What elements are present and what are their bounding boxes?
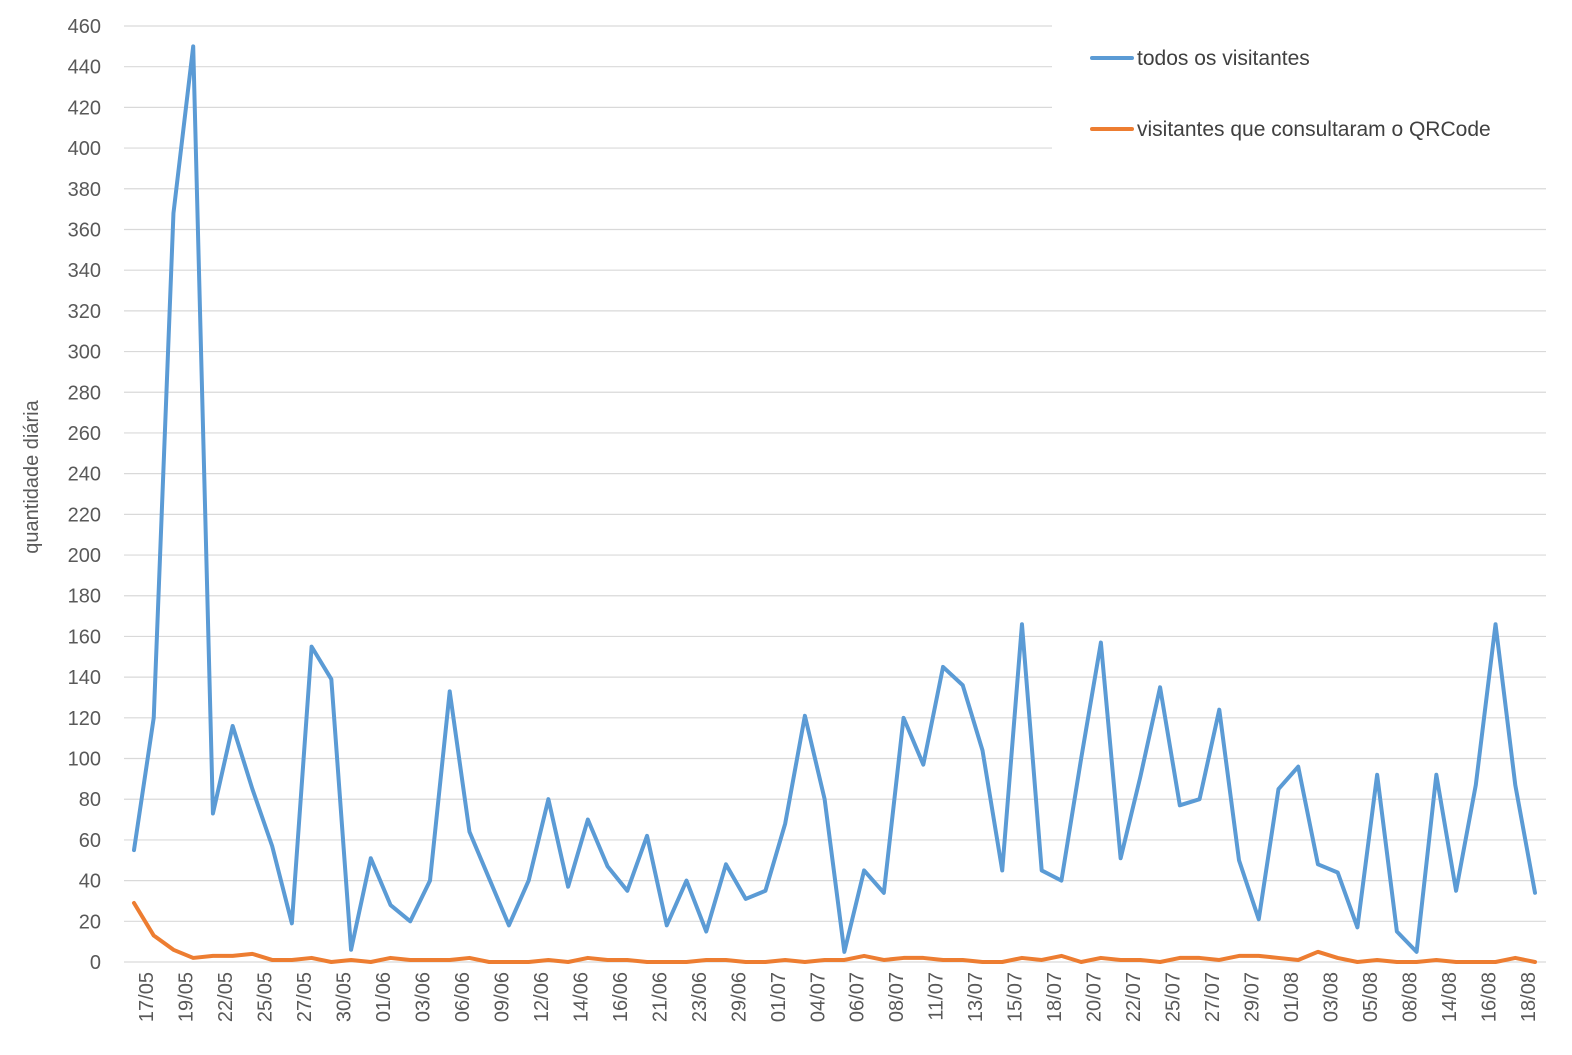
y-axis-ticks: 0 20 40 60 80 100 120 140 160 180 200 220 240 260 280 3… <box>68 16 101 974</box>
gridlines <box>124 25 1546 963</box>
y-tick-label: 460 <box>68 16 101 38</box>
y-tick-label: 20 <box>79 911 101 933</box>
x-tick-label: 23/06 <box>689 972 711 1022</box>
y-tick-label: 40 <box>79 871 101 893</box>
x-tick-label: 04/07 <box>807 972 829 1022</box>
x-tick-label: 15/07 <box>1005 972 1027 1022</box>
series-lines <box>132 44 1537 964</box>
x-tick-label: 16/08 <box>1479 972 1501 1022</box>
y-tick-label: 200 <box>68 545 101 567</box>
x-tick-label: 01/07 <box>768 972 790 1022</box>
x-axis-ticks: 17/05 19/05 22/05 25/05 27/05 30/05 01/06 03/06… <box>136 972 1540 1022</box>
x-tick-label: 21/06 <box>649 972 671 1022</box>
y-tick-label: 360 <box>68 219 101 241</box>
y-tick-label: 120 <box>68 708 101 730</box>
y-tick-label: 300 <box>68 342 101 364</box>
y-tick-label: 420 <box>68 97 101 119</box>
x-tick-label: 03/06 <box>412 972 434 1022</box>
legend: todos os visitantes visitantes que consul… <box>1090 47 1491 141</box>
y-tick-label: 280 <box>68 382 101 404</box>
x-tick-label: 27/05 <box>294 972 316 1022</box>
y-tick-label: 160 <box>68 626 101 648</box>
y-axis-title: quantidade diária <box>21 399 43 553</box>
series-line-2 <box>132 900 1537 964</box>
x-tick-label: 03/08 <box>1321 972 1343 1022</box>
x-tick-label: 16/06 <box>610 972 632 1022</box>
x-tick-label: 11/07 <box>926 972 948 1021</box>
series-line-1 <box>132 44 1537 954</box>
x-tick-label: 17/05 <box>136 972 158 1022</box>
x-tick-label: 20/07 <box>1084 972 1106 1022</box>
x-tick-label: 22/07 <box>1123 972 1145 1022</box>
x-tick-label: 13/07 <box>965 972 987 1022</box>
y-tick-label: 260 <box>68 423 101 445</box>
x-tick-label: 22/05 <box>215 972 237 1022</box>
x-tick-label: 25/07 <box>1163 972 1185 1022</box>
y-tick-label: 380 <box>68 179 101 201</box>
x-tick-label: 01/08 <box>1281 972 1303 1022</box>
x-tick-label: 29/06 <box>728 972 750 1022</box>
x-tick-label: 19/05 <box>175 972 197 1022</box>
y-tick-label: 240 <box>68 464 101 486</box>
x-tick-label: 08/07 <box>886 972 908 1022</box>
x-tick-label: 06/07 <box>847 972 869 1022</box>
y-tick-label: 340 <box>68 260 101 282</box>
x-tick-label: 27/07 <box>1202 972 1224 1022</box>
y-tick-label: 180 <box>68 586 101 608</box>
x-tick-label: 14/06 <box>570 972 592 1022</box>
x-tick-label: 29/07 <box>1242 972 1264 1022</box>
x-tick-label: 14/08 <box>1439 972 1461 1022</box>
x-tick-label: 06/06 <box>452 972 474 1022</box>
x-tick-label: 05/08 <box>1360 972 1382 1022</box>
x-tick-label: 25/05 <box>254 972 276 1022</box>
y-tick-label: 140 <box>68 667 101 689</box>
y-tick-label: 60 <box>79 830 101 852</box>
y-tick-label: 440 <box>68 57 101 79</box>
legend-label-1: todos os visitantes <box>1137 47 1310 70</box>
x-tick-label: 30/05 <box>333 972 355 1022</box>
x-tick-label: 01/06 <box>373 972 395 1022</box>
y-tick-label: 220 <box>68 504 101 526</box>
legend-label-2: visitantes que consultaram o QRCode <box>1137 118 1491 141</box>
y-tick-label: 0 <box>90 952 101 974</box>
x-tick-label: 08/08 <box>1400 972 1422 1022</box>
y-tick-label: 400 <box>68 138 101 160</box>
x-tick-label: 09/06 <box>491 972 513 1022</box>
y-tick-label: 320 <box>68 301 101 323</box>
y-tick-label: 80 <box>79 789 101 811</box>
x-tick-label: 12/06 <box>531 972 553 1022</box>
x-tick-label: 18/07 <box>1044 972 1066 1022</box>
x-tick-label: 18/08 <box>1518 972 1540 1022</box>
y-tick-label: 100 <box>68 749 101 771</box>
